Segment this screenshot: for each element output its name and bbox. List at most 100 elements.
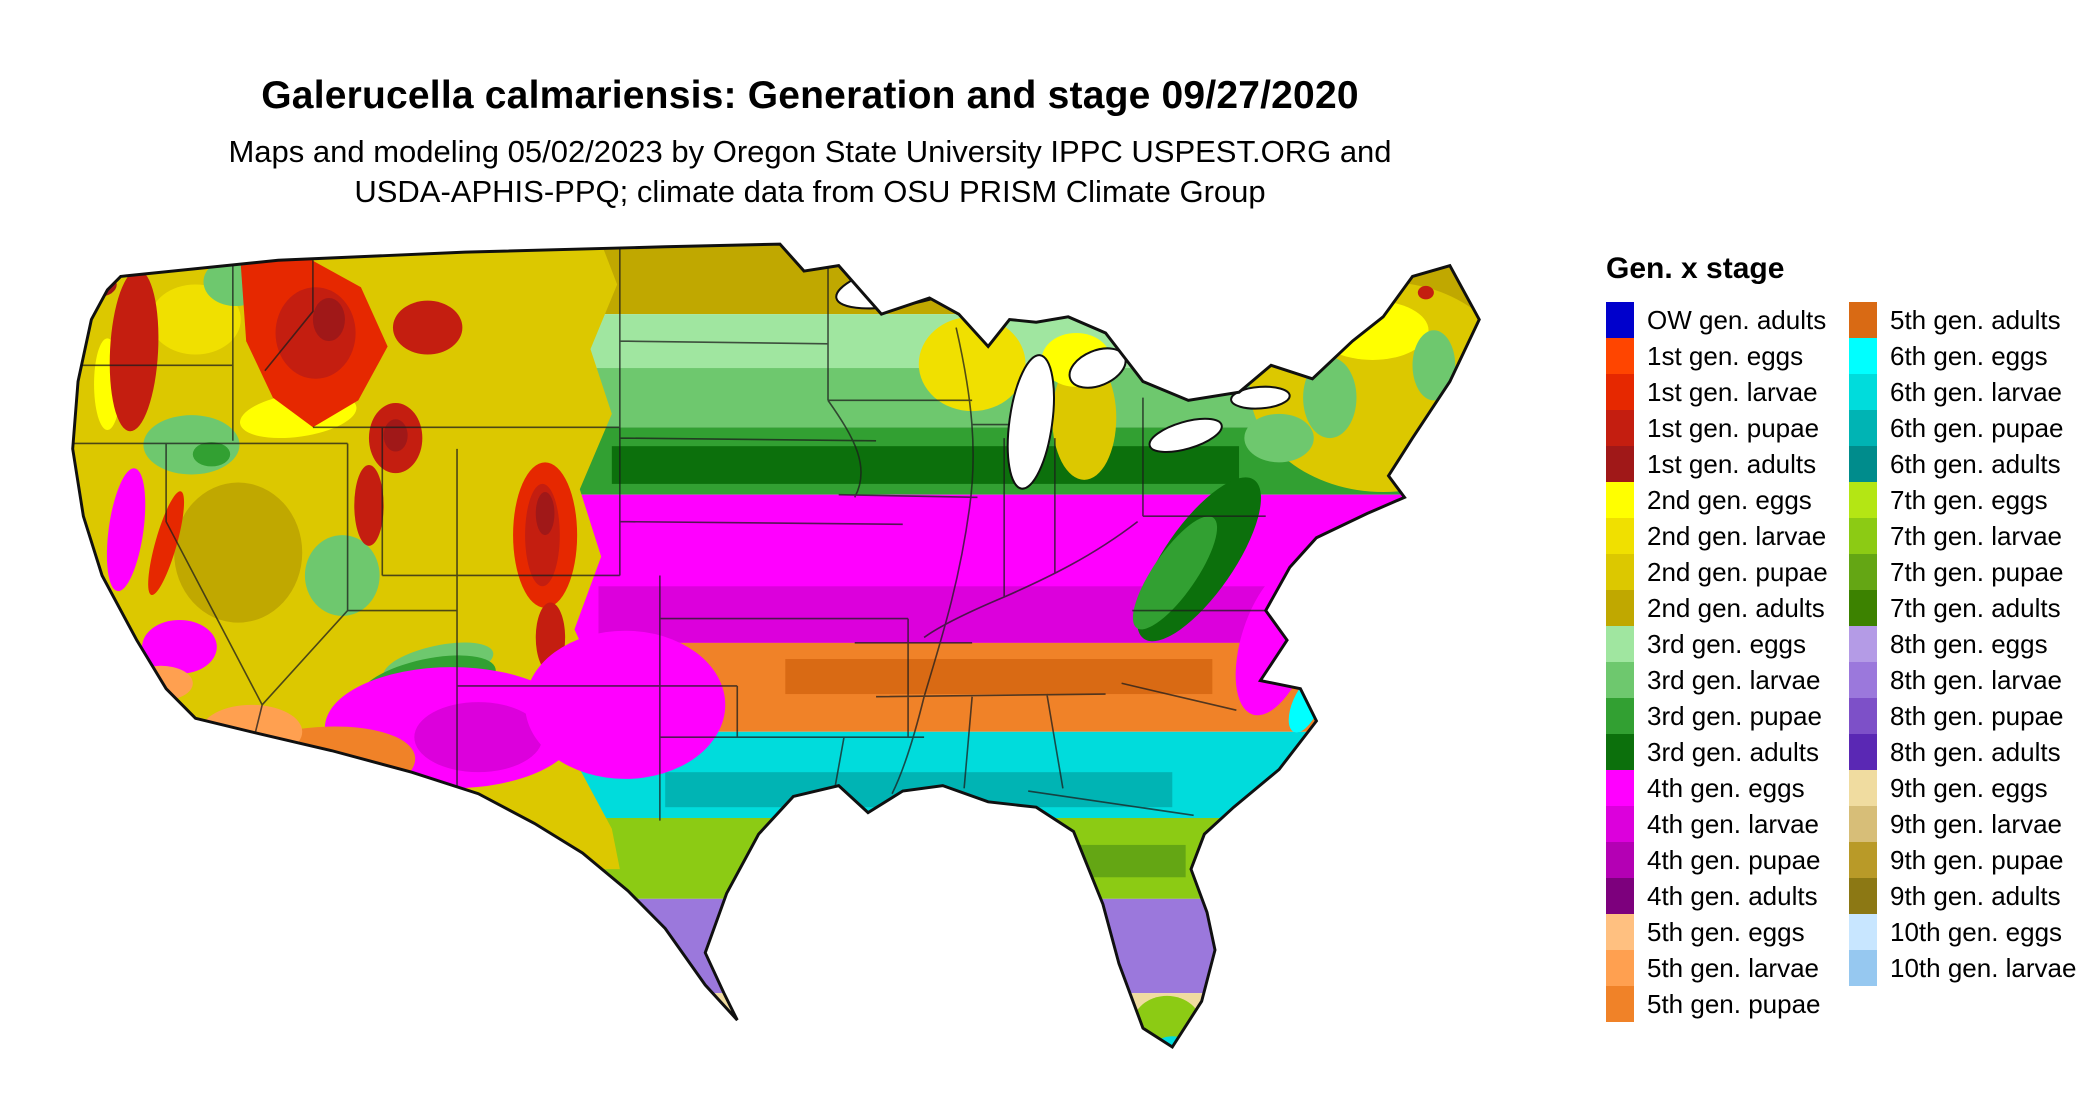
legend-item-label: 1st gen. eggs: [1647, 341, 1804, 371]
legend-item: 10th gen. eggs: [1849, 914, 2092, 950]
legend-item-label: 7th gen. larvae: [1890, 521, 2063, 551]
legend-swatch: [1849, 806, 1877, 842]
legend-item-label: 10th gen. eggs: [1890, 917, 2063, 947]
legend-item: 1st gen. pupae: [1606, 410, 1849, 446]
legend-swatch: [1849, 734, 1877, 770]
legend-swatch: [1849, 518, 1877, 554]
subtitle-line-1: Maps and modeling 05/02/2023 by Oregon S…: [228, 134, 1392, 169]
legend-item: 4th gen. larvae: [1606, 806, 1849, 842]
legend-swatch: [1849, 482, 1877, 518]
legend-item: 3rd gen. larvae: [1606, 662, 1849, 698]
legend-swatch: [1606, 986, 1634, 1022]
legend-swatch: [1849, 554, 1877, 590]
legend-item: 8th gen. adults: [1849, 734, 2092, 770]
legend-item-label: 3rd gen. pupae: [1647, 701, 1822, 731]
legend-item: 5th gen. larvae: [1606, 950, 1849, 986]
legend-item: 1st gen. eggs: [1606, 338, 1849, 374]
legend-item: 7th gen. larvae: [1849, 518, 2092, 554]
legend-item: 9th gen. adults: [1849, 878, 2092, 914]
legend-column-1: OW gen. adults 1st gen. eggs 1st gen. larv…: [1606, 302, 1849, 1022]
legend-item-label: 8th gen. pupae: [1890, 701, 2064, 731]
state-boundaries: [72, 246, 1306, 821]
legend-swatch: [1606, 446, 1634, 482]
legend-item-label: 3rd gen. adults: [1647, 737, 1820, 767]
legend-item-label: 2nd gen. larvae: [1647, 521, 1827, 551]
legend-item-label: 6th gen. adults: [1890, 449, 2061, 479]
legend-swatch: [1606, 482, 1634, 518]
legend-item: 1st gen. adults: [1606, 446, 1849, 482]
legend-item-label: 7th gen. adults: [1890, 593, 2061, 623]
legend-swatch: [1849, 950, 1877, 986]
legend-item-label: 8th gen. eggs: [1890, 629, 2048, 659]
legend-swatch: [1849, 626, 1877, 662]
legend-item-label: 9th gen. adults: [1890, 881, 2061, 911]
legend-swatch: [1849, 302, 1877, 338]
legend-item-label: 5th gen. eggs: [1647, 917, 1805, 947]
legend-item-label: 9th gen. pupae: [1890, 845, 2064, 875]
legend-item: 8th gen. pupae: [1849, 698, 2092, 734]
legend-item: 2nd gen. adults: [1606, 590, 1849, 626]
legend-item: OW gen. adults: [1606, 302, 1849, 338]
legend-item-label: 4th gen. pupae: [1647, 845, 1821, 875]
legend-item-label: 4th gen. adults: [1647, 881, 1818, 911]
legend-item: 9th gen. pupae: [1849, 842, 2092, 878]
legend-swatch: [1606, 914, 1634, 950]
legend-item-label: 6th gen. pupae: [1890, 413, 2064, 443]
legend-item: 2nd gen. larvae: [1606, 518, 1849, 554]
legend-swatch: [1849, 770, 1877, 806]
legend-item: 9th gen. larvae: [1849, 806, 2092, 842]
legend-item: 9th gen. eggs: [1849, 770, 2092, 806]
legend-item: 6th gen. larvae: [1849, 374, 2092, 410]
legend-item-label: 5th gen. adults: [1890, 305, 2061, 335]
legend-swatch: [1849, 446, 1877, 482]
legend-swatch: [1849, 590, 1877, 626]
legend-swatch: [1606, 338, 1634, 374]
legend-item-label: OW gen. adults: [1647, 305, 1827, 335]
legend-item-label: 9th gen. eggs: [1890, 773, 2048, 803]
legend-item-label: 1st gen. larvae: [1647, 377, 1818, 407]
legend-swatch: [1606, 878, 1634, 914]
legend-swatch: [1606, 662, 1634, 698]
legend-item: 6th gen. eggs: [1849, 338, 2092, 374]
legend-item-label: 3rd gen. eggs: [1647, 629, 1807, 659]
legend-item-label: 7th gen. pupae: [1890, 557, 2064, 587]
us-phenology-map: [38, 236, 1586, 1078]
legend-item-label: 1st gen. pupae: [1647, 413, 1820, 443]
legend-item: 5th gen. eggs: [1606, 914, 1849, 950]
page-title: Galerucella calmariensis: Generation and…: [261, 74, 1359, 117]
legend-item-label: 2nd gen. eggs: [1647, 485, 1812, 515]
legend-item-label: 2nd gen. pupae: [1647, 557, 1828, 587]
legend-item: 7th gen. eggs: [1849, 482, 2092, 518]
legend-item-label: 5th gen. larvae: [1647, 953, 1820, 983]
legend-swatch: [1849, 662, 1877, 698]
legend-column-2: 5th gen. adults 6th gen. eggs 6th gen. lar…: [1849, 302, 2092, 1022]
legend-item-label: 7th gen. eggs: [1890, 485, 2048, 515]
legend-item-label: 8th gen. larvae: [1890, 665, 2063, 695]
legend-swatch: [1606, 302, 1634, 338]
legend-item: 7th gen. pupae: [1849, 554, 2092, 590]
legend-swatch: [1606, 842, 1634, 878]
legend-item: 5th gen. pupae: [1606, 986, 1849, 1022]
legend-item-label: 4th gen. larvae: [1647, 809, 1820, 839]
legend-swatch: [1606, 590, 1634, 626]
legend-item-label: 6th gen. eggs: [1890, 341, 2048, 371]
lake-michigan: [1006, 354, 1055, 490]
map-raster-fill: [72, 244, 1480, 1048]
page-subtitle: Maps and modeling 05/02/2023 by Oregon S…: [0, 132, 1620, 212]
legend-item: 1st gen. larvae: [1606, 374, 1849, 410]
legend-item-label: 4th gen. eggs: [1647, 773, 1805, 803]
lake-ontario: [1230, 385, 1291, 410]
lake-erie: [1148, 417, 1223, 454]
legend-swatch: [1606, 698, 1634, 734]
legend-item: 8th gen. larvae: [1849, 662, 2092, 698]
legend-swatch: [1606, 734, 1634, 770]
legend-item: 5th gen. adults: [1849, 302, 2092, 338]
us-outline: [71, 242, 1481, 1050]
legend-item-label: 5th gen. pupae: [1647, 989, 1821, 1019]
legend-item: 4th gen. adults: [1606, 878, 1849, 914]
legend-swatch: [1606, 806, 1634, 842]
legend-swatch: [1849, 842, 1877, 878]
legend-item-label: 3rd gen. larvae: [1647, 665, 1821, 695]
legend-item: 4th gen. pupae: [1606, 842, 1849, 878]
